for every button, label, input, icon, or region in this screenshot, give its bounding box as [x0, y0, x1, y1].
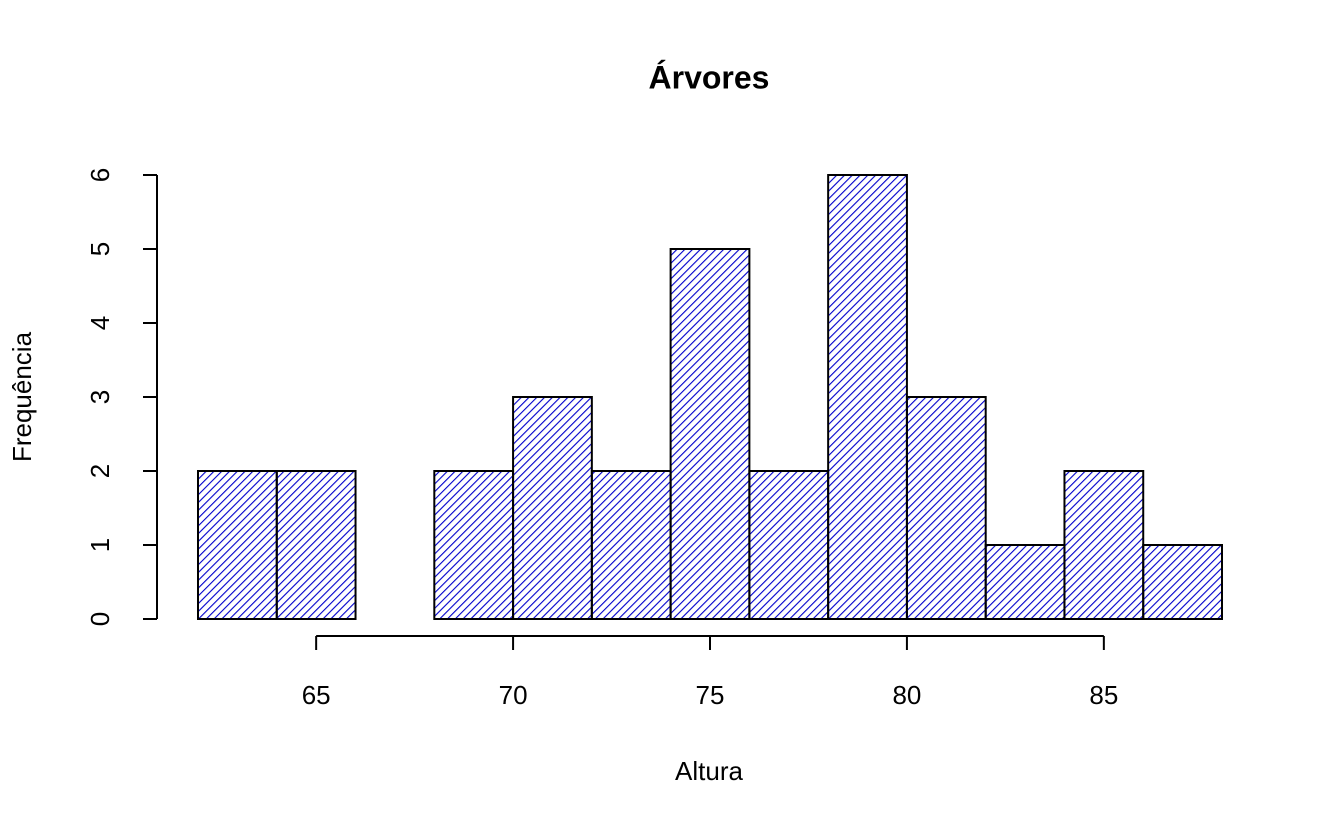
y-tick-label: 1: [85, 538, 115, 552]
y-tick-label: 6: [85, 168, 115, 182]
bar: [512, 396, 593, 620]
bar: [1063, 470, 1145, 620]
x-tick-label: 75: [696, 680, 725, 710]
chart-title: Árvores: [649, 59, 770, 95]
bar: [827, 174, 908, 620]
bar: [275, 470, 357, 620]
bar: [197, 470, 278, 620]
y-tick-label: 0: [85, 612, 115, 626]
bar: [590, 470, 672, 620]
bar: [669, 248, 751, 620]
x-axis-label: Altura: [675, 756, 743, 786]
bar: [905, 396, 987, 620]
y-tick-label: 3: [85, 390, 115, 404]
x-tick-label: 85: [1089, 680, 1118, 710]
y-tick-label: 4: [85, 316, 115, 330]
x-tick-label: 80: [892, 680, 921, 710]
x-tick-label: 70: [499, 680, 528, 710]
y-tick-label: 2: [85, 464, 115, 478]
bar: [433, 470, 515, 620]
y-axis-label: Frequência: [7, 331, 37, 462]
bar: [984, 544, 1066, 620]
x-tick-label: 65: [302, 680, 331, 710]
bar: [748, 470, 830, 620]
bar: [1142, 544, 1223, 620]
y-tick-label: 5: [85, 242, 115, 256]
